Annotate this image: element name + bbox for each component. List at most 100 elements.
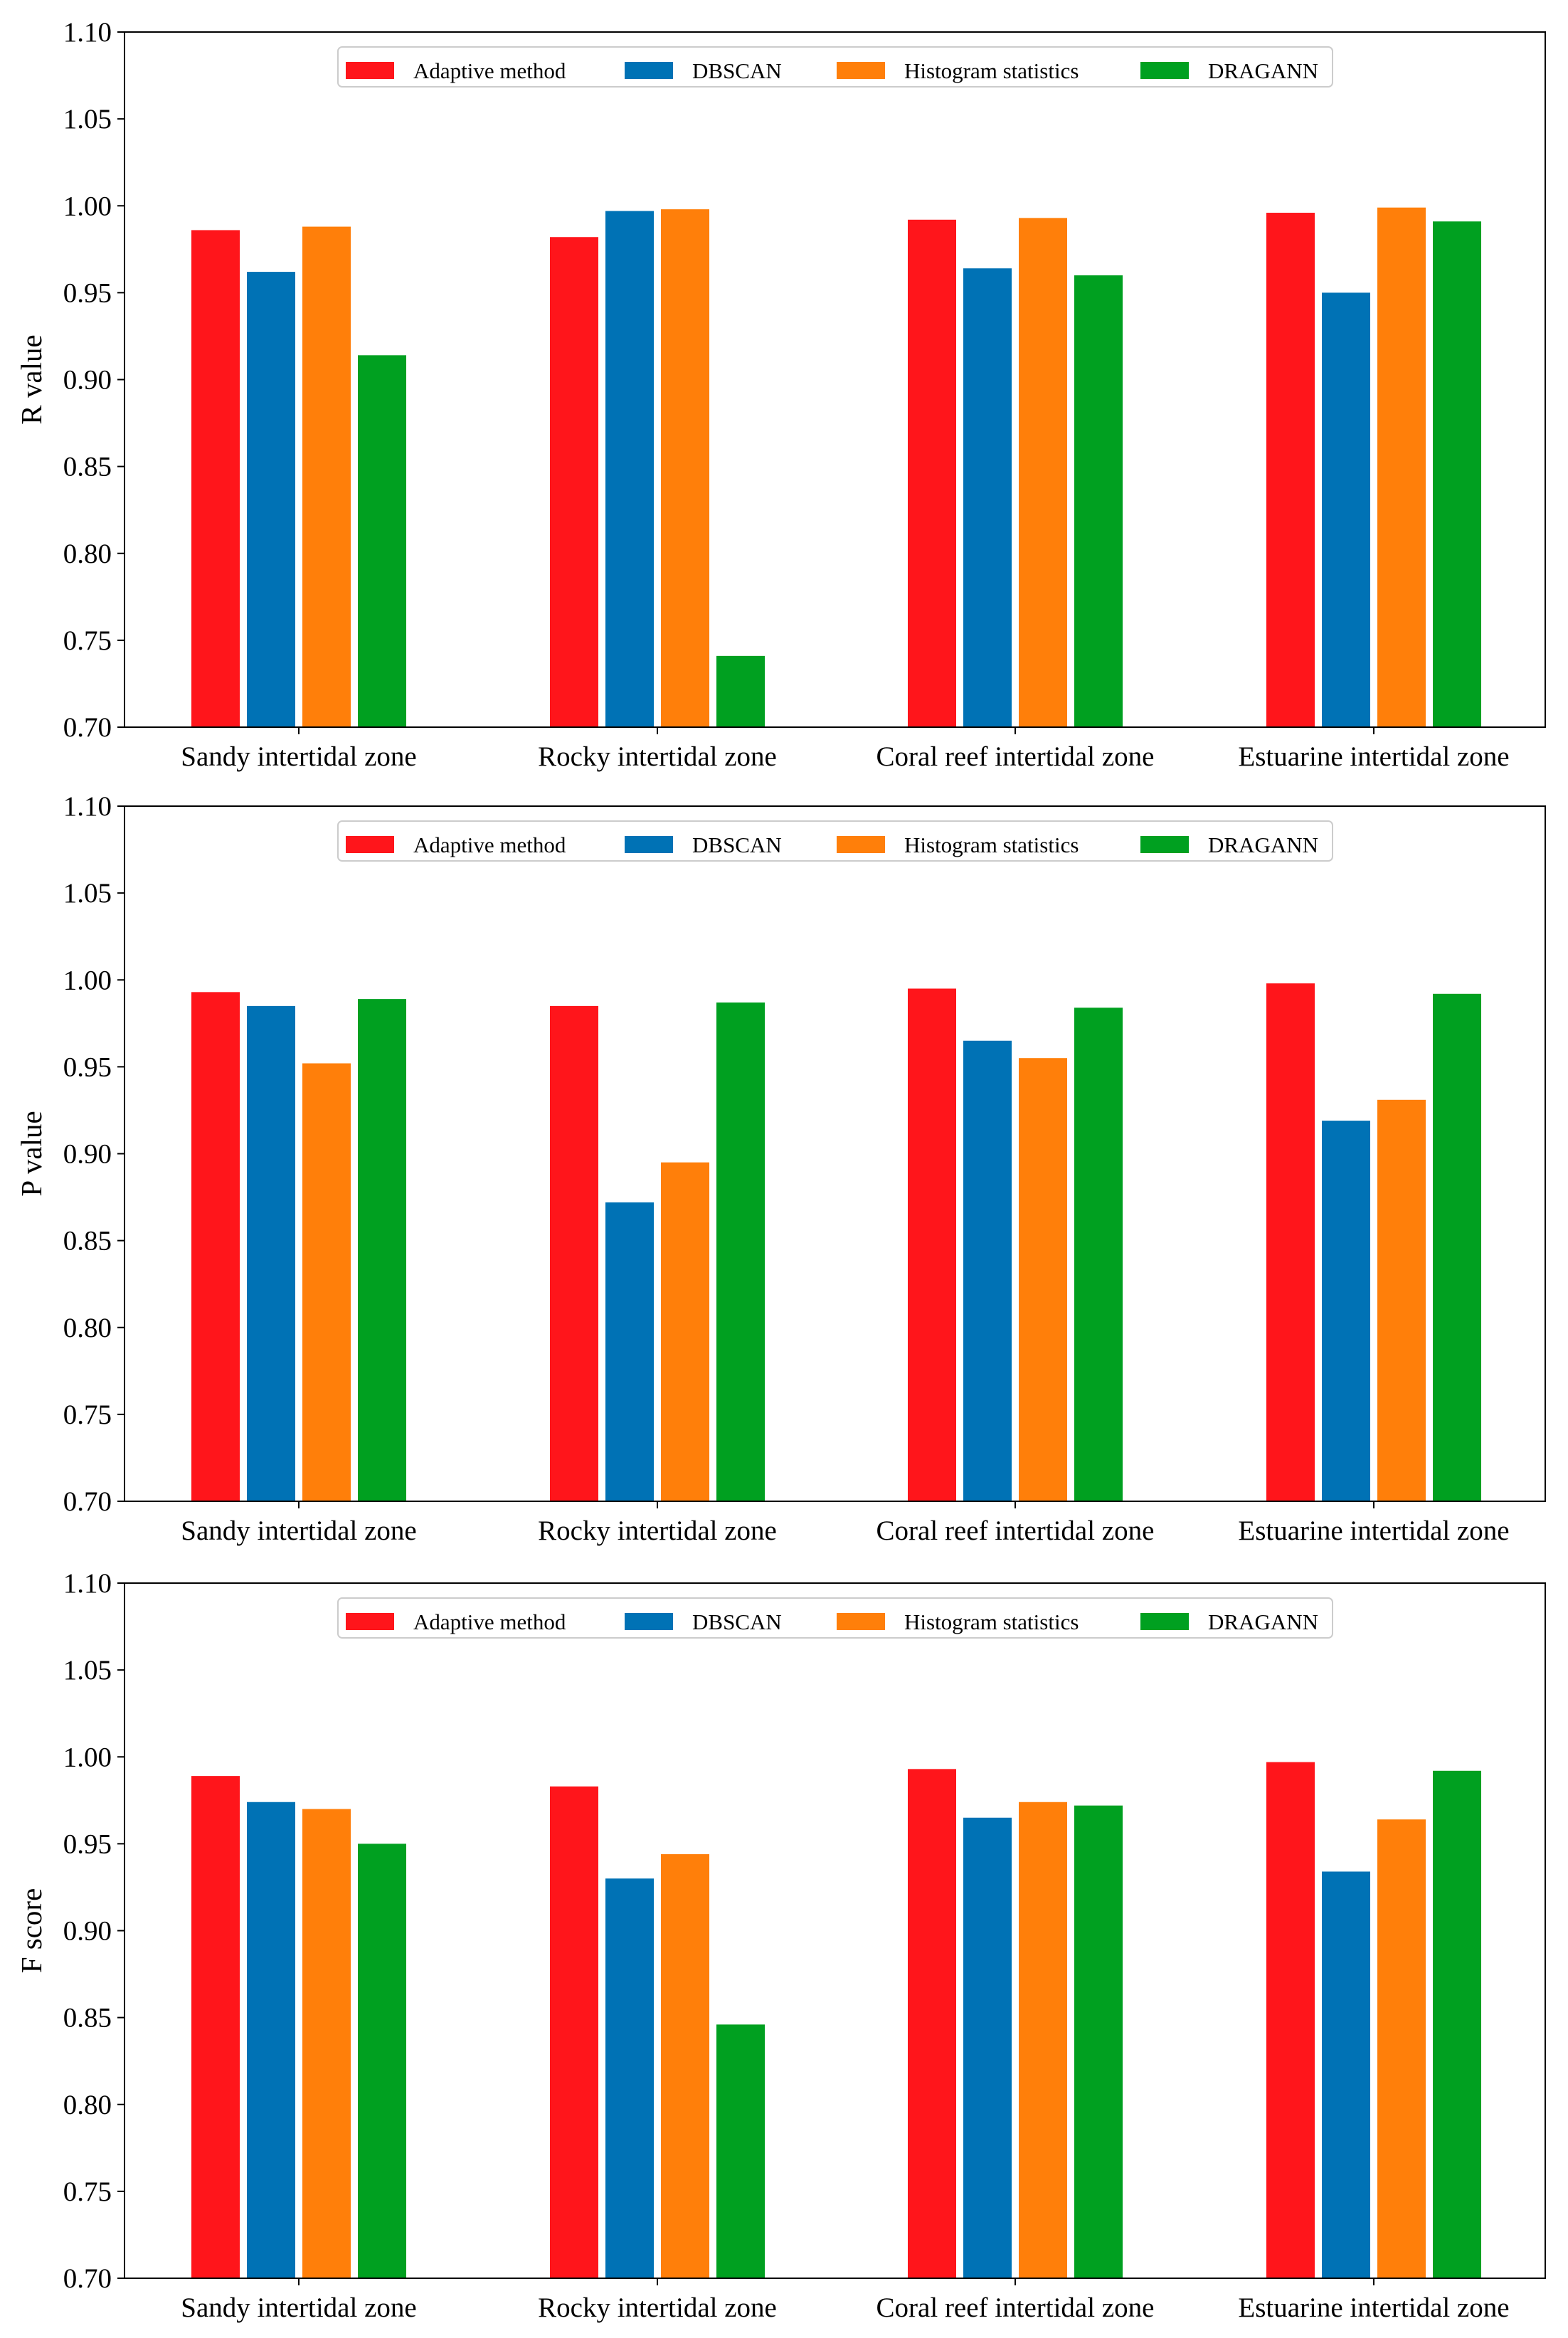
y-axis-label: P value bbox=[15, 1111, 48, 1196]
y-tick-label: 0.90 bbox=[63, 1916, 112, 1947]
y-tick-label: 0.85 bbox=[63, 1226, 112, 1257]
legend-label: Histogram statistics bbox=[904, 832, 1079, 857]
y-tick-label: 0.75 bbox=[63, 625, 112, 656]
x-tick-label: Sandy intertidal zone bbox=[181, 741, 416, 772]
bar-dbscan-1 bbox=[247, 272, 295, 727]
bar-dbscan-2 bbox=[605, 1878, 654, 2278]
legend-box bbox=[337, 1597, 1333, 1639]
bar-dragann-4 bbox=[1433, 221, 1481, 727]
y-tick-label: 1.05 bbox=[63, 1655, 112, 1686]
x-tick-label: Sandy intertidal zone bbox=[181, 2292, 416, 2323]
x-tick-label: Estuarine intertidal zone bbox=[1238, 741, 1509, 772]
chart-panel-2: 0.70 0.75 0.80 0.85 0.90 0.95 1.00 1.05 1.10 Sand… bbox=[15, 791, 1546, 1546]
bar-histogram-statistics-2 bbox=[661, 1162, 709, 1501]
legend-label: Adaptive method bbox=[413, 832, 566, 857]
y-tick-label: 1.00 bbox=[63, 191, 112, 221]
bar-dbscan-3 bbox=[963, 268, 1012, 727]
y-tick-label: 0.80 bbox=[63, 539, 112, 569]
bar-histogram-statistics-2 bbox=[661, 1854, 709, 2278]
bar-dragann-1 bbox=[358, 355, 406, 727]
bar-adaptive-method-4 bbox=[1266, 1762, 1315, 2278]
y-tick-label: 1.00 bbox=[63, 1742, 112, 1772]
y-tick-label: 1.00 bbox=[63, 965, 112, 995]
y-tick-label: 0.90 bbox=[63, 365, 112, 396]
bar-dbscan-4 bbox=[1322, 1121, 1370, 1501]
legend: Adaptive method DBSCAN Histogram statistic… bbox=[337, 820, 1333, 862]
x-tick-label: Rocky intertidal zone bbox=[538, 741, 777, 772]
legend-swatch bbox=[625, 1613, 673, 1630]
bar-dbscan-2 bbox=[605, 1202, 654, 1501]
y-tick-label: 0.80 bbox=[63, 1313, 112, 1343]
bar-dragann-2 bbox=[716, 655, 765, 727]
bar-dbscan-2 bbox=[605, 211, 654, 727]
legend-label: DRAGANN bbox=[1208, 832, 1318, 857]
bar-dragann-2 bbox=[716, 2024, 765, 2278]
bar-adaptive-method-2 bbox=[550, 1005, 598, 1501]
bar-dragann-3 bbox=[1074, 1007, 1123, 1501]
y-tick-label: 0.90 bbox=[63, 1139, 112, 1170]
bar-histogram-statistics-4 bbox=[1377, 1099, 1426, 1501]
bar-histogram-statistics-3 bbox=[1019, 1058, 1067, 1501]
bar-adaptive-method-1 bbox=[191, 1776, 240, 2278]
bar-histogram-statistics-1 bbox=[302, 1063, 351, 1501]
bar-dragann-1 bbox=[358, 1844, 406, 2278]
bar-dragann-4 bbox=[1433, 993, 1481, 1501]
bar-adaptive-method-4 bbox=[1266, 213, 1315, 727]
legend-label: Adaptive method bbox=[413, 58, 566, 83]
legend-swatch bbox=[346, 836, 394, 853]
y-tick-label: 1.05 bbox=[63, 878, 112, 909]
y-tick-label: 1.10 bbox=[63, 791, 112, 822]
legend-label: DRAGANN bbox=[1208, 1609, 1318, 1634]
x-tick-label: Coral reef intertidal zone bbox=[876, 741, 1155, 772]
legend-swatch bbox=[625, 836, 673, 853]
legend-label: DBSCAN bbox=[692, 832, 782, 857]
y-tick-label: 0.95 bbox=[63, 277, 112, 308]
legend-swatch bbox=[1140, 836, 1189, 853]
bar-histogram-statistics-4 bbox=[1377, 207, 1426, 727]
x-tick-label: Rocky intertidal zone bbox=[538, 2292, 777, 2323]
legend-swatch bbox=[837, 62, 885, 79]
x-tick-label: Sandy intertidal zone bbox=[181, 1516, 416, 1546]
legend-label: Histogram statistics bbox=[904, 1609, 1079, 1634]
y-tick-label: 0.75 bbox=[63, 2176, 112, 2207]
bar-adaptive-method-2 bbox=[550, 1786, 598, 2278]
bar-dragann-2 bbox=[716, 1003, 765, 1501]
legend-swatch bbox=[837, 1613, 885, 1630]
y-tick-label: 0.70 bbox=[63, 2263, 112, 2294]
bar-dragann-3 bbox=[1074, 275, 1123, 727]
bar-histogram-statistics-1 bbox=[302, 1809, 351, 2278]
bar-adaptive-method-1 bbox=[191, 230, 240, 727]
bar-adaptive-method-2 bbox=[550, 237, 598, 728]
legend-label: Adaptive method bbox=[413, 1609, 566, 1634]
legend: Adaptive method DBSCAN Histogram statistic… bbox=[337, 1597, 1333, 1639]
chart-panel-3: 0.70 0.75 0.80 0.85 0.90 0.95 1.00 1.05 1.10 Sand… bbox=[15, 1568, 1546, 2323]
legend-label: DRAGANN bbox=[1208, 58, 1318, 83]
y-tick-label: 0.75 bbox=[63, 1400, 112, 1430]
y-tick-label: 0.95 bbox=[63, 1052, 112, 1082]
legend-swatch bbox=[1140, 1613, 1189, 1630]
chart-panel-1: 0.70 0.75 0.80 0.85 0.90 0.95 1.00 1.05 1.10 Sand… bbox=[15, 17, 1546, 772]
bar-dragann-4 bbox=[1433, 1770, 1481, 2278]
y-axis-label: R value bbox=[15, 334, 48, 424]
legend-swatch bbox=[837, 836, 885, 853]
bar-adaptive-method-4 bbox=[1266, 983, 1315, 1501]
bar-histogram-statistics-3 bbox=[1019, 1802, 1067, 2278]
y-tick-label: 0.70 bbox=[63, 712, 112, 743]
bar-adaptive-method-3 bbox=[908, 988, 956, 1501]
y-tick-label: 1.10 bbox=[63, 17, 112, 48]
y-tick-label: 0.85 bbox=[63, 452, 112, 482]
x-tick-label: Coral reef intertidal zone bbox=[876, 1516, 1155, 1546]
legend-label: DBSCAN bbox=[692, 58, 782, 83]
legend-swatch bbox=[625, 62, 673, 79]
bar-histogram-statistics-1 bbox=[302, 226, 351, 727]
bar-histogram-statistics-3 bbox=[1019, 218, 1067, 727]
bar-dbscan-4 bbox=[1322, 1871, 1370, 2278]
bar-dragann-1 bbox=[358, 999, 406, 1501]
bar-dragann-3 bbox=[1074, 1805, 1123, 2278]
x-tick-label: Estuarine intertidal zone bbox=[1238, 1516, 1509, 1546]
legend-label: Histogram statistics bbox=[904, 58, 1079, 83]
y-tick-label: 0.85 bbox=[63, 2003, 112, 2033]
bar-histogram-statistics-4 bbox=[1377, 1819, 1426, 2278]
y-axis-label: F score bbox=[15, 1888, 48, 1974]
